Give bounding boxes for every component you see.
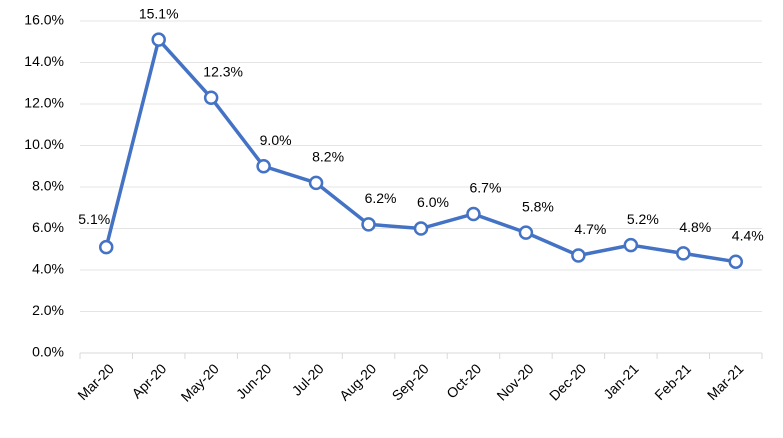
y-tick-label: 2.0% (32, 302, 64, 318)
x-tick-label: May-20 (178, 360, 222, 404)
x-tick-label: Dec-20 (546, 360, 589, 403)
y-tick-label: 10.0% (24, 136, 64, 152)
marker (413, 221, 429, 236)
x-tick-label: Feb-21 (651, 360, 694, 403)
marker (308, 175, 324, 191)
x-tick-label: Nov-20 (493, 360, 536, 403)
data-label: 4.7% (574, 221, 606, 237)
x-tick-label: Sep-20 (388, 360, 431, 403)
marker (728, 254, 744, 269)
data-label: 9.0% (260, 132, 292, 148)
data-label: 4.4% (732, 227, 764, 243)
data-label: 4.8% (679, 219, 711, 235)
x-tick-label: Apr-20 (128, 360, 169, 401)
y-tick-label: 4.0% (32, 261, 64, 277)
y-tick-label: 6.0% (32, 219, 64, 235)
marker (623, 237, 639, 253)
data-label: 5.8% (522, 198, 554, 214)
y-tick-label: 0.0% (32, 344, 64, 360)
data-label: 5.2% (627, 211, 659, 227)
data-label: 12.3% (203, 63, 243, 79)
data-label: 6.7% (470, 180, 502, 196)
marker (256, 159, 271, 174)
marker (203, 90, 219, 106)
y-tick-label: 8.0% (32, 178, 64, 194)
marker (361, 217, 376, 232)
marker (151, 32, 166, 47)
data-label: 6.0% (417, 194, 449, 210)
x-tick-label: Jan-21 (600, 360, 642, 402)
x-tick-label: Mar-20 (74, 360, 117, 403)
marker (98, 239, 114, 255)
x-tick-label: Jul-20 (289, 360, 327, 398)
data-label: 8.2% (312, 149, 344, 165)
marker (571, 248, 586, 263)
y-tick-label: 14.0% (24, 53, 64, 69)
marker (518, 225, 534, 240)
data-label: 6.2% (365, 190, 397, 206)
x-tick-label: Jun-20 (233, 360, 275, 402)
x-tick-label: Mar-21 (704, 360, 747, 403)
data-label: 15.1% (139, 5, 179, 21)
y-tick-label: 16.0% (24, 12, 64, 28)
data-label: 5.1% (78, 211, 110, 227)
marker (676, 246, 691, 261)
marker (466, 206, 481, 222)
x-tick-label: Aug-20 (336, 360, 379, 403)
x-tick-label: Oct-20 (443, 360, 484, 401)
y-tick-label: 12.0% (24, 95, 64, 111)
